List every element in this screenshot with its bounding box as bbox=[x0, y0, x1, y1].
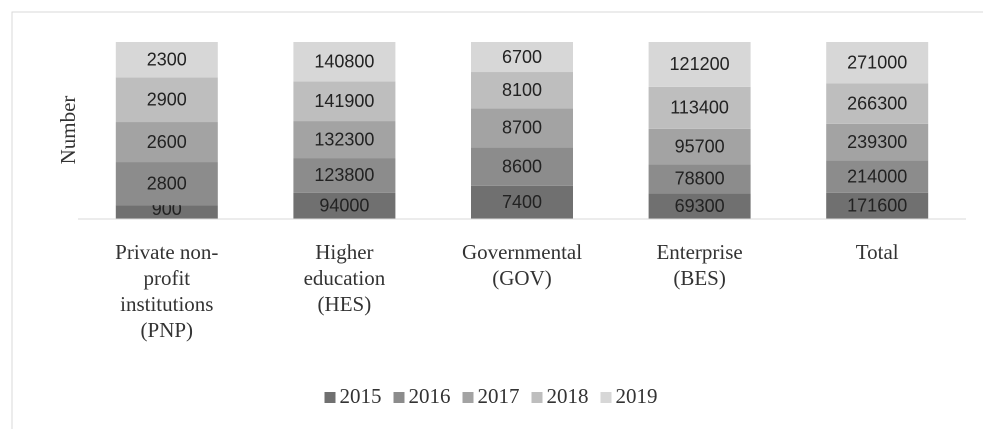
data-label: 2300 bbox=[147, 49, 187, 69]
data-label: 2800 bbox=[147, 173, 187, 193]
bar-segment bbox=[115, 205, 218, 219]
bar-segment bbox=[826, 123, 929, 161]
legend-label: 2015 bbox=[340, 384, 382, 408]
data-label: 171600 bbox=[847, 196, 907, 216]
x-tick-label: Total bbox=[855, 240, 899, 264]
x-tick-label: Private non-profit institutions (PNP) bbox=[115, 240, 219, 342]
bar-segment bbox=[648, 193, 751, 219]
bar-segment bbox=[826, 192, 929, 219]
chart-border bbox=[11, 11, 983, 429]
data-label: 8100 bbox=[502, 80, 542, 100]
bar-segment bbox=[648, 164, 751, 194]
data-label: 141900 bbox=[314, 91, 374, 111]
data-label: 8600 bbox=[502, 156, 542, 176]
data-label: 78800 bbox=[675, 169, 725, 189]
bar-segment bbox=[293, 42, 396, 82]
data-label: 7400 bbox=[502, 192, 542, 212]
legend-swatch bbox=[531, 392, 543, 403]
legend-swatch bbox=[462, 392, 474, 403]
legend-label: 2016 bbox=[409, 384, 451, 408]
data-label: 132300 bbox=[314, 129, 374, 149]
bar-segment bbox=[293, 192, 396, 219]
bar-segment bbox=[471, 72, 573, 109]
data-label: 113400 bbox=[670, 98, 729, 118]
data-label: 140800 bbox=[314, 51, 374, 71]
bar-segment bbox=[115, 122, 218, 163]
data-label: 2900 bbox=[147, 89, 187, 109]
legend-label: 2017 bbox=[478, 384, 520, 408]
bar-segment bbox=[293, 121, 396, 159]
data-label: 2600 bbox=[147, 132, 187, 152]
bar-segment bbox=[115, 162, 218, 206]
y-axis-label: Number bbox=[56, 96, 80, 165]
legend-swatch bbox=[600, 392, 612, 403]
bar-segment bbox=[648, 42, 751, 87]
data-label: 95700 bbox=[675, 136, 725, 156]
legend-label: 2018 bbox=[547, 384, 589, 408]
legend-label: 2019 bbox=[616, 384, 658, 408]
bar-segment bbox=[826, 42, 929, 84]
legend-swatch bbox=[324, 392, 336, 403]
data-label: 266300 bbox=[847, 93, 907, 113]
bar-segment bbox=[826, 83, 929, 124]
data-label: 69300 bbox=[675, 196, 725, 216]
bar-segment bbox=[293, 81, 396, 122]
bar-segment bbox=[471, 108, 573, 148]
bar-segment bbox=[471, 147, 573, 186]
data-label: 6700 bbox=[502, 47, 542, 67]
data-label: 123800 bbox=[314, 165, 374, 185]
legend-swatch bbox=[393, 392, 405, 403]
data-label: 239300 bbox=[847, 132, 907, 152]
bar-segment bbox=[471, 42, 573, 73]
bar-segment bbox=[826, 160, 929, 193]
data-label: 121200 bbox=[670, 54, 730, 74]
bar-segment bbox=[471, 185, 573, 219]
bar-segment bbox=[648, 128, 751, 165]
data-label: 271000 bbox=[847, 52, 907, 72]
data-label: 94000 bbox=[319, 196, 369, 216]
data-label: 214000 bbox=[847, 166, 907, 186]
data-label: 8700 bbox=[502, 118, 542, 138]
bar-segment bbox=[648, 86, 751, 129]
x-tick-label: Governmental (GOV) bbox=[461, 240, 583, 290]
bar-segment bbox=[115, 42, 218, 78]
x-tick-label: Higher education (HES) bbox=[303, 240, 386, 316]
bar-segment bbox=[293, 158, 396, 193]
x-tick-label: Enterprise (BES) bbox=[656, 240, 743, 290]
bar-segment bbox=[115, 77, 218, 123]
